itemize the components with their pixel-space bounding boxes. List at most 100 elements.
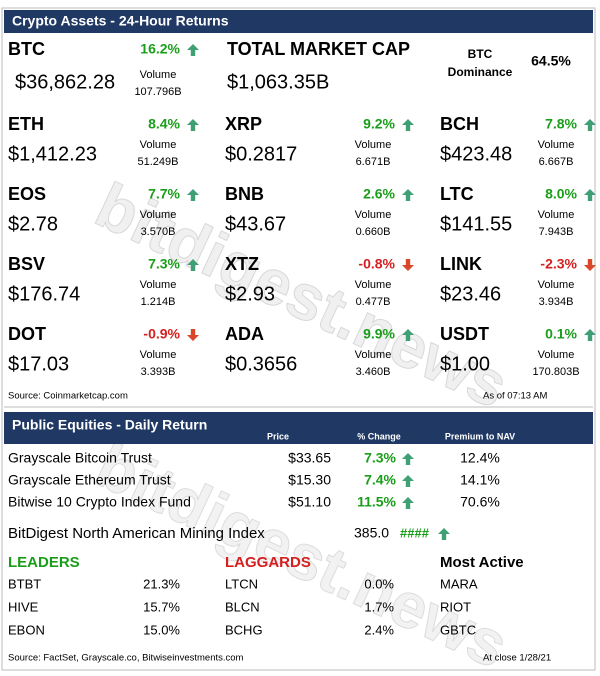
price: $423.48 — [440, 143, 512, 165]
arrow-up — [187, 189, 199, 201]
dominance-label: Dominance — [448, 65, 513, 79]
fund-premium: 14.1% — [460, 472, 500, 488]
change: 9.2% — [363, 116, 395, 132]
fund-change: 7.3% — [364, 450, 396, 466]
volume-label: Volume — [355, 209, 392, 221]
price: $2.93 — [225, 283, 275, 305]
volume-label: Volume — [140, 349, 177, 361]
column-header: Premium to NAV — [445, 431, 515, 441]
as-of: At close 1/28/21 — [483, 653, 551, 664]
volume-label: Volume — [538, 279, 575, 291]
price: $176.74 — [8, 283, 80, 305]
arrow-up — [584, 329, 596, 341]
fund-price: $33.65 — [288, 450, 331, 466]
source: Source: Coinmarketcap.com — [8, 391, 128, 402]
market-cap-value: $1,063.35B — [227, 71, 329, 93]
symbol: LTC — [440, 184, 474, 204]
price: $23.46 — [440, 283, 501, 305]
header-bar — [4, 10, 593, 33]
section-title: Public Equities - Daily Return — [12, 417, 207, 433]
change: 8.0% — [545, 186, 577, 202]
volume-label: Volume — [355, 139, 392, 151]
change: -2.3% — [540, 256, 577, 272]
volume: 6.667B — [539, 156, 574, 168]
section-title: Crypto Assets - 24-Hour Returns — [12, 13, 229, 29]
fund-name: Grayscale Bitcoin Trust — [8, 450, 152, 466]
price: $17.03 — [8, 353, 69, 375]
symbol: BTC — [8, 39, 45, 59]
arrow-down — [187, 329, 199, 341]
leader-ticker: HIVE — [8, 599, 39, 614]
price: $0.3656 — [225, 353, 297, 375]
arrow-up — [584, 189, 596, 201]
volume: 107.796B — [134, 86, 181, 98]
volume-label: Volume — [140, 139, 177, 151]
change: -0.9% — [143, 326, 180, 342]
laggard-ticker: LTCN — [225, 576, 258, 591]
symbol: BNB — [225, 184, 264, 204]
price: $36,862.28 — [15, 71, 115, 93]
dominance-label: BTC — [468, 47, 493, 61]
leader-ticker: EBON — [8, 622, 45, 637]
volume: 7.943B — [539, 226, 574, 238]
change: 7.8% — [545, 116, 577, 132]
laggard-ticker: BLCN — [225, 599, 260, 614]
laggard-change: 0.0% — [364, 576, 394, 591]
volume-label: Volume — [140, 69, 177, 81]
change: 2.6% — [363, 186, 395, 202]
fund-premium: 70.6% — [460, 494, 500, 510]
arrow-up — [402, 189, 414, 201]
active-ticker: GBTC — [440, 622, 476, 637]
price: $1.00 — [440, 353, 490, 375]
laggard-ticker: BCHG — [225, 622, 263, 637]
change: -0.8% — [358, 256, 395, 272]
volume: 51.249B — [138, 156, 179, 168]
symbol: ADA — [225, 324, 264, 344]
volume: 3.934B — [539, 296, 574, 308]
volume: 0.660B — [356, 226, 391, 238]
arrow-up — [438, 528, 450, 540]
market-cap-label: TOTAL MARKET CAP — [227, 39, 410, 59]
volume: 3.393B — [141, 366, 176, 378]
change: 7.7% — [148, 186, 180, 202]
fund-price: $51.10 — [288, 494, 331, 510]
laggards-title: LAGGARDS — [225, 554, 311, 571]
volume: 6.671B — [356, 156, 391, 168]
change: 7.3% — [148, 256, 180, 272]
symbol: BCH — [440, 114, 479, 134]
arrow-down — [584, 259, 596, 271]
change: 8.4% — [148, 116, 180, 132]
laggard-change: 1.7% — [364, 599, 394, 614]
price: $1,412.23 — [8, 143, 97, 165]
symbol: USDT — [440, 324, 489, 344]
dominance-value: 64.5% — [531, 53, 571, 69]
mining-index-value: 385.0 — [354, 525, 389, 541]
volume: 1.214B — [141, 296, 176, 308]
frame — [1, 7, 596, 671]
volume-label: Volume — [538, 349, 575, 361]
fund-name: Bitwise 10 Crypto Index Fund — [8, 494, 191, 510]
arrow-up — [187, 44, 199, 56]
volume-label: Volume — [355, 279, 392, 291]
price: $141.55 — [440, 213, 512, 235]
active-ticker: MARA — [440, 576, 478, 591]
volume-label: Volume — [355, 349, 392, 361]
leader-change: 15.7% — [143, 599, 180, 614]
mining-index-name: BitDigest North American Mining Index — [8, 525, 265, 542]
arrow-up — [402, 475, 414, 487]
symbol: XRP — [225, 114, 262, 134]
volume: 170.803B — [532, 366, 579, 378]
fund-change: 11.5% — [357, 494, 396, 510]
volume: 3.570B — [141, 226, 176, 238]
arrow-up — [187, 119, 199, 131]
price: $0.2817 — [225, 143, 297, 165]
arrow-up — [402, 453, 414, 465]
watermark: bitdigest.news — [86, 429, 519, 676]
symbol: DOT — [8, 324, 46, 344]
volume: 0.477B — [356, 296, 391, 308]
price: $43.67 — [225, 213, 286, 235]
volume-label: Volume — [538, 139, 575, 151]
symbol: LINK — [440, 254, 482, 274]
most-active-title: Most Active — [440, 554, 524, 571]
